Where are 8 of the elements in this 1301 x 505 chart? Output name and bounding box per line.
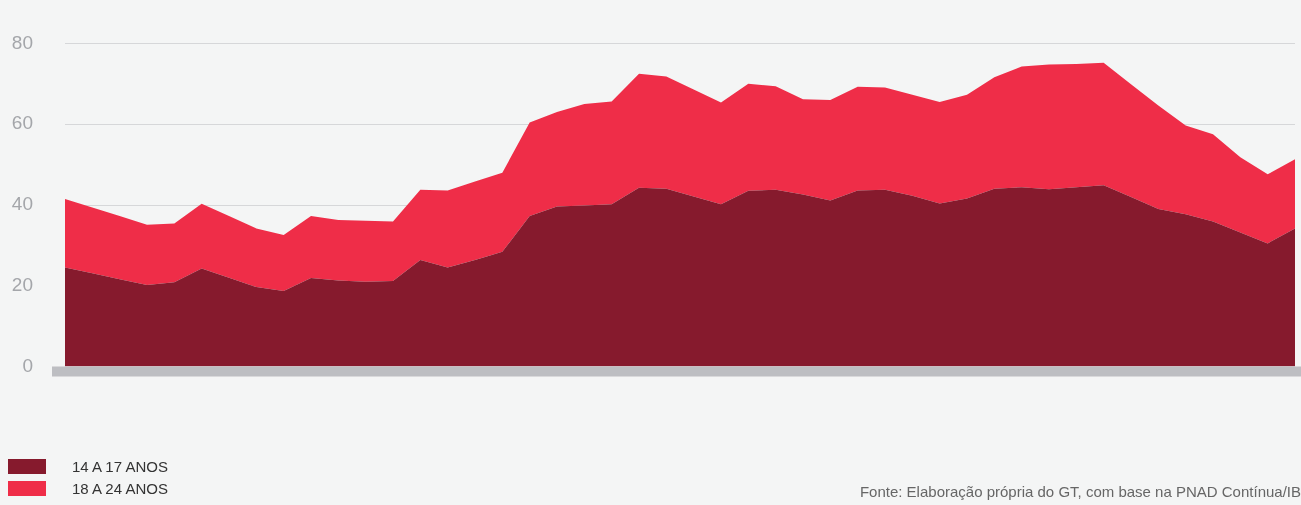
y-tick-label: 60 xyxy=(11,112,33,134)
y-tick-label: 0 xyxy=(22,354,33,376)
y-tick-label: 80 xyxy=(11,31,33,53)
legend-label: 14 A 17 ANOS xyxy=(72,457,168,475)
source-note: Fonte: Elaboração própria do GT, com base na PNAD Contínua/IB xyxy=(859,483,1301,500)
y-tick-label: 20 xyxy=(11,274,33,296)
y-tick-label: 40 xyxy=(11,193,33,215)
legend-label: 18 A 24 ANOS xyxy=(72,479,168,497)
